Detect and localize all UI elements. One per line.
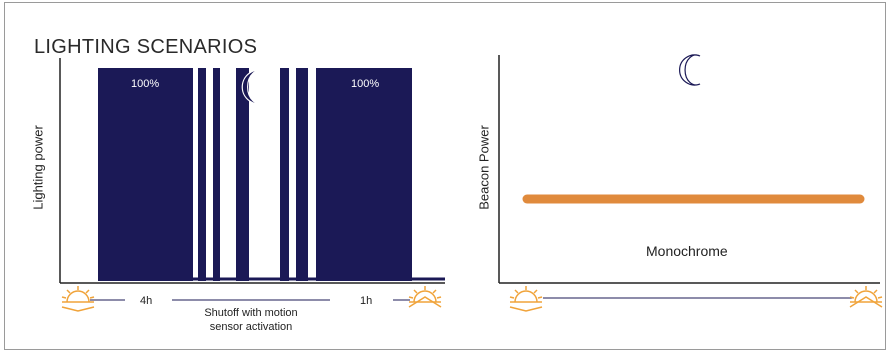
duration-label-1h: 1h bbox=[360, 295, 373, 307]
sunset-icon bbox=[509, 286, 543, 312]
moon-icon bbox=[241, 69, 266, 105]
shutoff-label: Shutoff with motion sensor activation bbox=[176, 306, 326, 334]
shutoff-label-line2: sensor activation bbox=[209, 321, 293, 333]
moon-icon bbox=[679, 54, 701, 86]
page-title: LIGHTING SCENARIOS bbox=[34, 36, 258, 58]
bar-pulse bbox=[296, 68, 308, 281]
bar-pulse bbox=[280, 68, 289, 281]
bar-pulse bbox=[213, 68, 220, 281]
lighting-bars bbox=[98, 68, 412, 281]
shutoff-label-line1: Shutoff with motion bbox=[204, 307, 298, 319]
bar-value-label-left: 100% bbox=[131, 78, 160, 90]
right-y-axis-label: Beacon Power bbox=[476, 125, 492, 210]
sunset-icon bbox=[61, 286, 95, 312]
bar-pulse bbox=[236, 68, 249, 281]
bar-full-power-start bbox=[98, 68, 193, 281]
left-y-axis-label: Lighting power bbox=[30, 125, 46, 210]
duration-label-4h: 4h bbox=[140, 295, 153, 307]
bar-pulse bbox=[198, 68, 206, 281]
sunrise-icon bbox=[408, 286, 442, 308]
slide-frame bbox=[4, 2, 886, 350]
bar-full-power-end bbox=[316, 68, 412, 281]
monochrome-label: Monochrome bbox=[646, 243, 728, 259]
sunrise-icon bbox=[849, 286, 883, 308]
bar-value-label-right: 100% bbox=[351, 78, 380, 90]
